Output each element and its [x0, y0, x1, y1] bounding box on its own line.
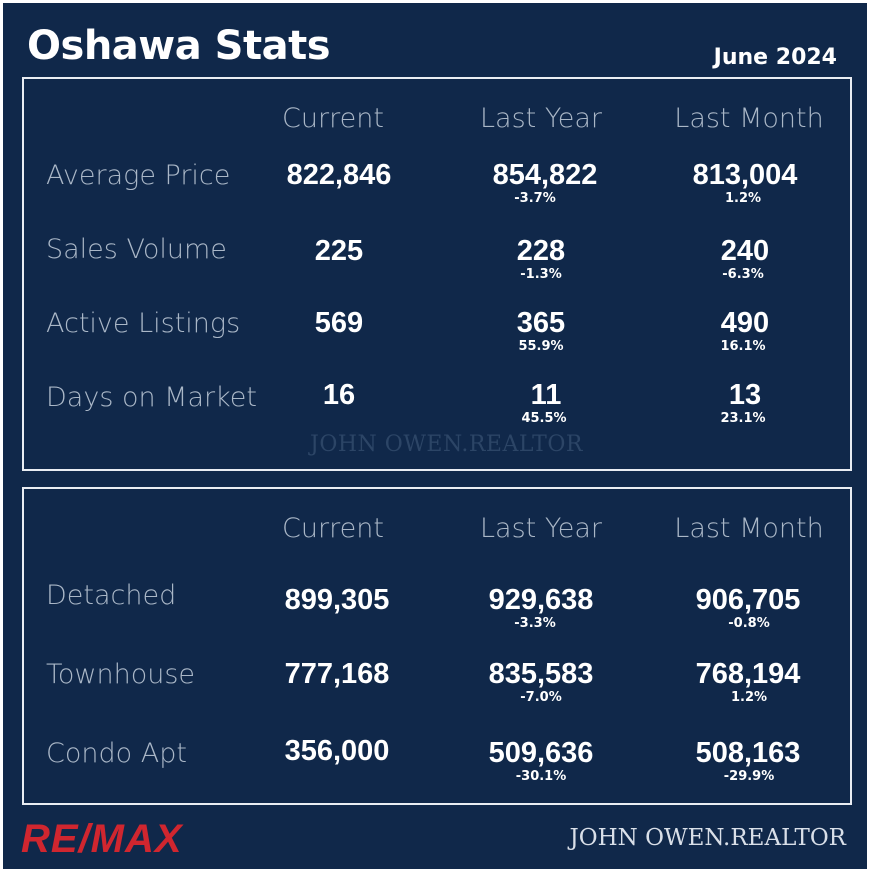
days-on-market-last-month: 13 — [728, 379, 762, 411]
column-header-last-year: Last Year — [480, 103, 602, 134]
detached-last-month: 906,705 — [695, 584, 801, 616]
watermark: JOHN OWEN.REALTOR — [310, 432, 583, 457]
townhouse-last-month: 768,194 — [695, 658, 801, 690]
townhouse-last-year-change: -7.0% — [520, 690, 562, 705]
active-listings-last-month: 490 — [720, 307, 770, 339]
row-label-average-price: Average Price — [46, 160, 231, 191]
average-price-last-month: 813,004 — [692, 159, 798, 191]
townhouse-current: 777,168 — [284, 658, 390, 690]
detached-last-year: 929,638 — [488, 584, 594, 616]
days-on-market-last-year: 11 — [530, 379, 562, 411]
condo-apt-last-month-change: -29.9% — [723, 769, 775, 784]
detached-current: 899,305 — [284, 584, 390, 616]
average-price-last-month-change: 1.2% — [724, 191, 762, 206]
active-listings-current: 569 — [314, 307, 364, 339]
realtor-signature: JOHN OWEN.REALTOR — [569, 825, 846, 851]
remax-logo: RE/MAX — [21, 817, 183, 861]
column-header-last-month: Last Month — [674, 103, 824, 134]
property-type-panel: Current Last Year Last Month Detached 89… — [22, 487, 852, 805]
sales-volume-last-year: 228 — [516, 235, 566, 267]
condo-apt-last-month: 508,163 — [695, 737, 801, 769]
column-header-current: Current — [282, 103, 384, 134]
detached-last-year-change: -3.3% — [514, 616, 556, 631]
active-listings-last-month-change: 16.1% — [720, 339, 766, 354]
sales-volume-current: 225 — [314, 235, 364, 267]
stats-card: Oshawa Stats June 2024 Current Last Year… — [3, 3, 867, 869]
row-label-active-listings: Active Listings — [46, 308, 241, 339]
average-price-current: 822,846 — [286, 159, 392, 191]
days-on-market-last-month-change: 23.1% — [720, 411, 766, 426]
active-listings-last-year-change: 55.9% — [518, 339, 564, 354]
days-on-market-current: 16 — [322, 379, 356, 411]
row-label-detached: Detached — [46, 580, 177, 611]
report-date: June 2024 — [713, 45, 837, 70]
column-header-last-year: Last Year — [480, 513, 602, 544]
row-label-days-on-market: Days on Market — [46, 382, 257, 413]
column-header-last-month: Last Month — [674, 513, 824, 544]
detached-last-month-change: -0.8% — [728, 616, 770, 631]
row-label-townhouse: Townhouse — [46, 659, 196, 690]
average-price-last-year-change: -3.7% — [514, 191, 556, 206]
condo-apt-last-year: 509,636 — [488, 737, 594, 769]
row-label-condo-apt: Condo Apt — [46, 738, 187, 769]
summary-panel: Current Last Year Last Month Average Pri… — [22, 77, 852, 471]
sales-volume-last-month: 240 — [720, 235, 770, 267]
active-listings-last-year: 365 — [516, 307, 566, 339]
row-label-sales-volume: Sales Volume — [46, 234, 227, 265]
condo-apt-last-year-change: -30.1% — [515, 769, 567, 784]
townhouse-last-month-change: 1.2% — [730, 690, 768, 705]
page-title: Oshawa Stats — [27, 23, 331, 69]
townhouse-last-year: 835,583 — [488, 658, 594, 690]
sales-volume-last-month-change: -6.3% — [722, 267, 764, 282]
average-price-last-year: 854,822 — [492, 159, 598, 191]
column-header-current: Current — [282, 513, 384, 544]
condo-apt-current: 356,000 — [284, 735, 390, 767]
sales-volume-last-year-change: -1.3% — [520, 267, 562, 282]
days-on-market-last-year-change: 45.5% — [521, 411, 567, 426]
